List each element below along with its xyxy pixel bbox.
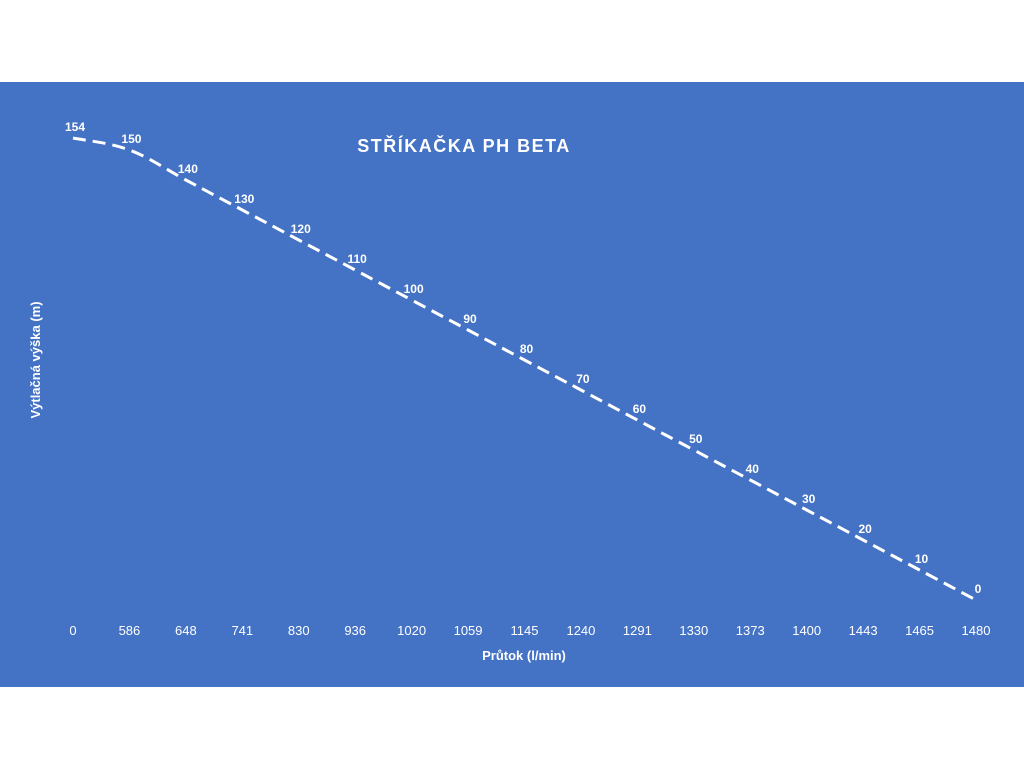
data-point [918, 569, 921, 572]
x-tick-label: 1480 [962, 623, 991, 638]
data-label: 10 [915, 552, 929, 566]
data-label: 110 [348, 252, 368, 266]
data-label: 50 [689, 432, 703, 446]
data-label: 100 [404, 282, 424, 296]
data-label: 154 [65, 120, 85, 134]
drop-lines-group [72, 144, 921, 604]
x-tick-label: 1240 [566, 623, 595, 638]
x-tick-label: 1145 [511, 623, 539, 638]
x-tick-label: 936 [344, 623, 366, 638]
data-label: 40 [746, 462, 760, 476]
data-point [523, 359, 526, 362]
x-axis-title: Průtok (l/min) [482, 648, 566, 663]
data-point [579, 389, 582, 392]
data-label: 0 [975, 582, 982, 596]
data-point [636, 419, 639, 422]
y-axis-title: Výtlačná výška (m) [28, 301, 43, 418]
data-label: 20 [858, 522, 872, 536]
data-point [128, 149, 131, 152]
data-label: 130 [234, 192, 254, 206]
data-point [241, 209, 244, 212]
data-point [749, 479, 752, 482]
x-tick-label: 1400 [792, 623, 821, 638]
data-point [692, 449, 695, 452]
data-label: 70 [576, 372, 590, 386]
line-chart: STŘÍKAČKA PH BETA 1541501401301201101009… [28, 120, 990, 663]
series-line [72, 136, 977, 602]
x-axis-tick-labels: 0 586 648 741 830 936 1020 1059 1145 1240 1291 1330… [69, 623, 990, 638]
data-point [467, 329, 470, 332]
x-tick-label: 586 [119, 623, 141, 638]
data-point [184, 179, 187, 182]
data-label: 80 [520, 342, 534, 356]
series-group [72, 136, 978, 602]
data-label: 30 [802, 492, 816, 506]
x-tick-label: 1330 [679, 623, 708, 638]
data-point [410, 299, 413, 302]
x-tick-label: 1020 [397, 623, 426, 638]
data-point [72, 137, 75, 140]
x-tick-label: 1291 [623, 623, 652, 638]
x-tick-label: 1465 [905, 623, 934, 638]
data-point [862, 539, 865, 542]
x-tick-label: 1373 [736, 623, 765, 638]
chart-panel: STŘÍKAČKA PH BETA 154 150 140 130 120 110 100 9… [0, 82, 1024, 687]
data-point [805, 509, 808, 512]
data-label: 60 [633, 402, 647, 416]
data-point [297, 239, 300, 242]
data-point [354, 269, 357, 272]
data-point [975, 599, 978, 602]
x-tick-label: 741 [231, 623, 253, 638]
x-tick-label: 1059 [454, 623, 483, 638]
data-label: 140 [178, 162, 198, 176]
x-tick-label: 0 [69, 623, 76, 638]
chart-title: STŘÍKAČKA PH BETA [357, 135, 571, 156]
data-label: 90 [463, 312, 477, 326]
x-tick-label: 1443 [849, 623, 878, 638]
x-tick-label: 648 [175, 623, 197, 638]
x-tick-label: 830 [288, 623, 310, 638]
data-label: 120 [291, 222, 311, 236]
data-label: 150 [121, 132, 141, 146]
